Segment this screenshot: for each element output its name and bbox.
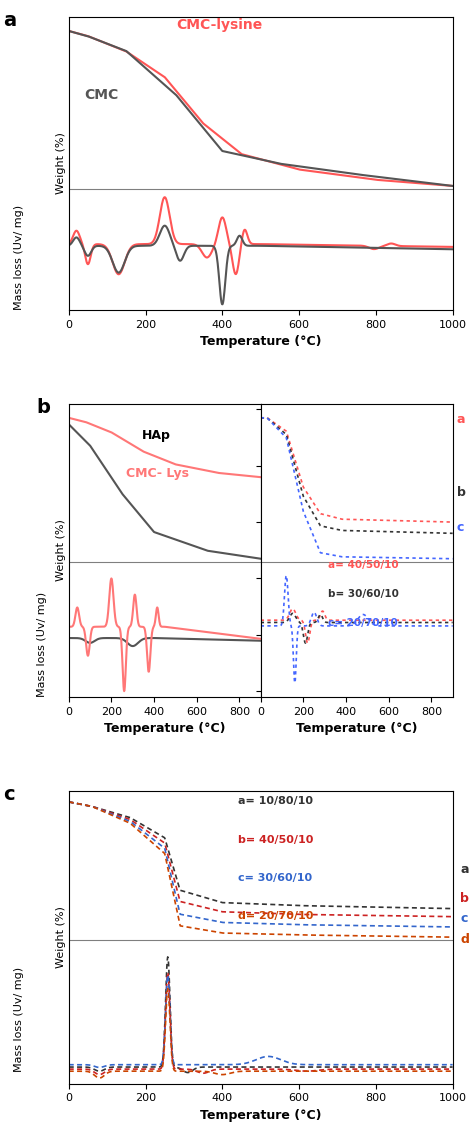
Text: Mass loss (Uv/ mg): Mass loss (Uv/ mg) <box>14 967 24 1071</box>
Text: CMC: CMC <box>84 88 118 102</box>
Text: a= 10/80/10: a= 10/80/10 <box>237 796 313 806</box>
Text: b= 40/50/10: b= 40/50/10 <box>237 834 313 844</box>
Text: Mass loss (Uv/ mg): Mass loss (Uv/ mg) <box>14 204 24 310</box>
Text: d= 20/70/10: d= 20/70/10 <box>237 911 313 921</box>
Text: c= 30/60/10: c= 30/60/10 <box>237 873 312 883</box>
X-axis label: Temperature (°C): Temperature (°C) <box>104 722 226 736</box>
X-axis label: Temperature (°C): Temperature (°C) <box>200 335 321 348</box>
Y-axis label: Weight (%): Weight (%) <box>56 519 66 582</box>
Text: a: a <box>456 412 465 426</box>
Text: b: b <box>456 486 465 499</box>
Text: a: a <box>3 11 17 30</box>
Text: c: c <box>456 521 464 533</box>
Text: b: b <box>460 892 469 905</box>
Text: CMC-lysine: CMC-lysine <box>176 18 263 31</box>
Text: Mass loss (Uv/ mg): Mass loss (Uv/ mg) <box>37 592 47 696</box>
Text: c: c <box>460 913 468 925</box>
Text: d: d <box>460 933 469 946</box>
X-axis label: Temperature (°C): Temperature (°C) <box>296 722 418 736</box>
Text: a: a <box>460 862 469 876</box>
Y-axis label: Weight (%): Weight (%) <box>56 133 66 194</box>
Text: b: b <box>36 398 50 417</box>
Text: a= 40/50/10: a= 40/50/10 <box>328 560 399 569</box>
Text: b= 30/60/10: b= 30/60/10 <box>328 590 399 600</box>
Text: CMC- Lys: CMC- Lys <box>126 467 189 480</box>
Y-axis label: Weight (%): Weight (%) <box>56 906 66 968</box>
X-axis label: Temperature (°C): Temperature (°C) <box>200 1110 321 1122</box>
Text: c: c <box>3 785 15 804</box>
Text: c= 20/70/10: c= 20/70/10 <box>328 619 398 629</box>
Text: HAp: HAp <box>142 429 171 441</box>
